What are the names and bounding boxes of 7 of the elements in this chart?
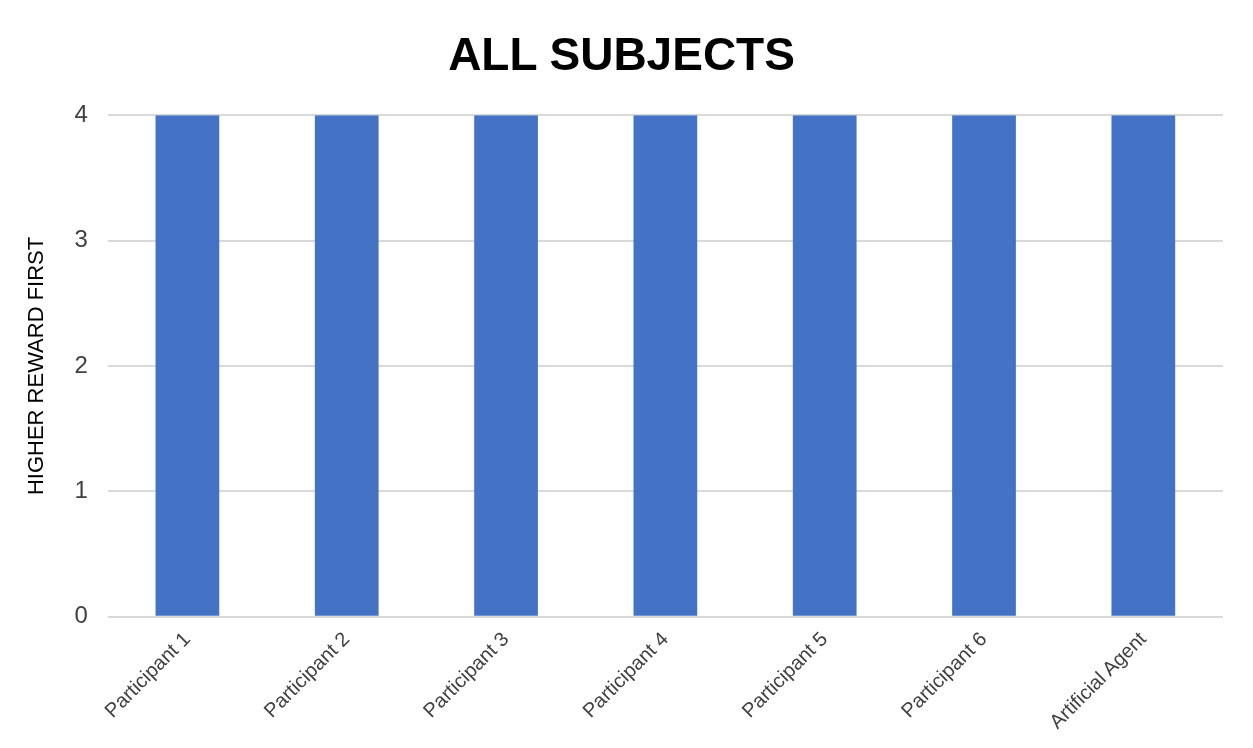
chart-title: ALL SUBJECTS — [448, 28, 795, 81]
y-tick-label: 4 — [74, 99, 88, 127]
y-tick-label: 1 — [74, 475, 88, 503]
y-axis-title: HIGHER REWARD FIRST — [23, 236, 49, 496]
y-tick-label: 0 — [74, 601, 88, 629]
y-tick-label: 3 — [74, 225, 88, 253]
y-tick-label: 2 — [74, 350, 88, 378]
